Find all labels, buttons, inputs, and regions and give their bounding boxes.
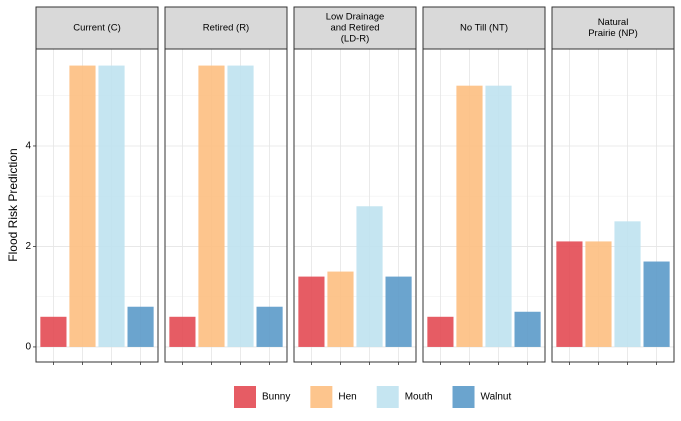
facet-label: No Till (NT)	[460, 23, 508, 34]
y-tick-label: 0	[25, 342, 31, 353]
bar	[427, 316, 454, 347]
bar	[385, 276, 412, 347]
strip	[551, 6, 675, 50]
bar	[69, 65, 96, 347]
bar	[40, 316, 67, 347]
bar	[514, 311, 541, 347]
facet-label: Prairie (NP)	[588, 28, 638, 39]
bar	[298, 276, 325, 347]
legend-key	[310, 386, 333, 408]
y-tick-label: 2	[25, 241, 31, 252]
y-tick-label: 4	[25, 141, 31, 152]
bar	[643, 261, 670, 347]
strip	[35, 6, 159, 50]
facet-label: and Retired	[330, 23, 379, 34]
bar	[585, 241, 612, 347]
legend-key	[452, 386, 475, 408]
bar	[98, 65, 125, 347]
panel-background	[423, 49, 545, 362]
bar	[127, 306, 154, 347]
legend-label: Hen	[338, 392, 356, 403]
legend-label: Mouth	[405, 392, 433, 403]
bar	[169, 316, 196, 347]
bar	[227, 65, 254, 347]
strip	[164, 6, 288, 50]
y-axis-label: Flood Risk Prediction	[6, 148, 20, 261]
bar	[614, 221, 641, 347]
facet-label: Current (C)	[73, 23, 121, 34]
legend-key	[376, 386, 399, 408]
bar	[485, 85, 512, 347]
facet-label: Low Drainage	[326, 12, 385, 23]
bar	[556, 241, 583, 347]
legend-label: Bunny	[262, 392, 290, 403]
bar	[456, 85, 483, 347]
strip	[293, 6, 417, 50]
bar	[198, 65, 225, 347]
legend-key	[234, 386, 256, 408]
facet-label: (LD-R)	[341, 34, 370, 45]
strip	[422, 6, 546, 50]
facet-label: Retired (R)	[203, 23, 249, 34]
bar	[356, 206, 383, 347]
facet-label: Natural	[598, 17, 629, 28]
bar	[327, 271, 354, 347]
bar	[256, 306, 283, 347]
legend-label: Walnut	[481, 392, 512, 403]
